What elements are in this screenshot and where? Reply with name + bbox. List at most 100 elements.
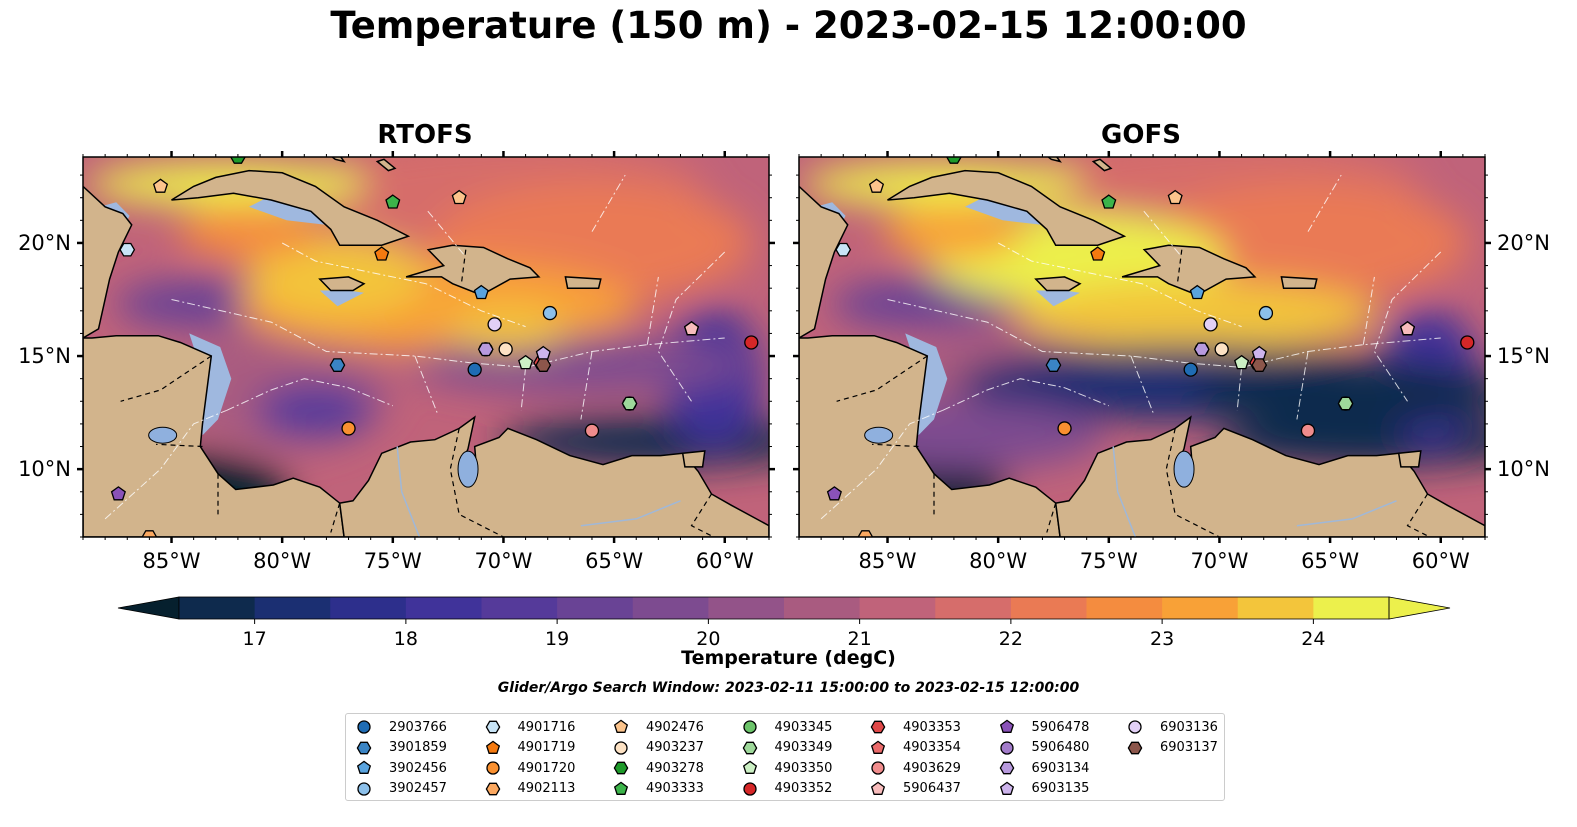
- colorbar-label: Temperature (degC): [681, 647, 896, 669]
- legend-symbol: [1128, 720, 1142, 734]
- map-frame: [82, 156, 770, 538]
- legend-symbol: [357, 781, 371, 796]
- legend-label: 5906478: [1031, 719, 1090, 735]
- lon-tick-label: 75°W: [364, 549, 422, 573]
- legend-entry-4901720: 4901720: [484, 758, 575, 778]
- legend-entry-5906437: 5906437: [869, 779, 961, 799]
- river-magdalena: [1112, 446, 1137, 537]
- eez-boundary-1: [997, 242, 1242, 328]
- legend-entry-2903766: 2903766: [355, 717, 447, 737]
- eez-boundary-1: [281, 242, 526, 328]
- float-marker-5906478: [826, 486, 842, 501]
- float-marker-4902113: [857, 530, 874, 537]
- legend-symbol: [870, 740, 886, 754]
- float-marker-3902457: [1258, 305, 1274, 321]
- float-marker-4903350: [1234, 354, 1250, 370]
- legend-label: 4903345: [774, 719, 833, 735]
- float-marker-6903136: [1203, 317, 1218, 332]
- legend-marker-pentagon-icon: [999, 719, 1014, 733]
- legend-marker-circle-icon: [614, 740, 628, 755]
- float-marker-4902476: [1167, 189, 1183, 205]
- legend-marker-circle-icon: [357, 781, 371, 796]
- legend-entry-4903353: 4903353: [869, 717, 961, 737]
- colorbar-tick-label: 21: [848, 628, 872, 650]
- eez-boundary-7: [1373, 251, 1442, 402]
- map-panels: 85°W 80°W 75°W 70°W 65°W 60°W20°N15°N10°N85°W…: [18, 151, 1550, 573]
- land-hispaniola: [405, 244, 541, 296]
- colorbar-extend-max: [1388, 596, 1451, 620]
- legend-symbol: [613, 761, 629, 775]
- legend-symbol: [485, 782, 500, 795]
- float-marker-4901719: [374, 246, 390, 261]
- legend-marker-hexagon-icon: [356, 741, 372, 754]
- float-marker-4903629: [1300, 423, 1316, 438]
- legend-entry-4903629: 4903629: [869, 758, 961, 778]
- land-hispaniola: [1121, 244, 1257, 296]
- legend-symbol: [356, 741, 372, 754]
- legend-label: 3902456: [389, 760, 447, 776]
- lon-tick-label: 85°W: [143, 549, 201, 573]
- float-marker-2903766: [1183, 362, 1198, 377]
- colorbar-tick-label: 19: [545, 628, 569, 650]
- shallow-shelf: [319, 290, 364, 307]
- eez-boundary-3: [1130, 355, 1154, 413]
- float-marker-3902456: [473, 284, 489, 300]
- colorbar-segment: [481, 597, 558, 619]
- eez-boundary-6: [646, 276, 659, 345]
- legend-entry-4903349: 4903349: [741, 738, 832, 758]
- float-marker-3901859: [1045, 358, 1062, 372]
- eez-boundary-5: [520, 367, 527, 411]
- legend-label: 6903136: [1160, 719, 1218, 735]
- legend-entry-4903345: 4903345: [741, 717, 833, 737]
- legend-symbol: [999, 719, 1014, 733]
- lon-tick-label: 65°W: [585, 549, 643, 573]
- country-border-6: [1176, 249, 1183, 284]
- float-marker-4903278: [230, 157, 246, 164]
- country-border-0: [836, 355, 928, 402]
- legend-marker-hexagon-icon: [999, 761, 1014, 775]
- legend-entry-3902457: 3902457: [355, 779, 447, 799]
- colorbar-segment: [1313, 597, 1390, 619]
- float-marker-6903136: [487, 317, 502, 332]
- float-marker-4903333: [385, 194, 401, 209]
- lat-tick-label: 10°N: [18, 457, 71, 481]
- legend-label: 5906480: [1031, 740, 1090, 755]
- legend-symbol: [614, 740, 628, 755]
- legend-symbol: [742, 781, 757, 796]
- lon-tick-label: 65°W: [1301, 549, 1359, 573]
- legend-symbol: [870, 781, 886, 795]
- land-cuba: [887, 169, 1127, 246]
- colorbar-segment: [405, 597, 482, 619]
- float-marker-4903350: [518, 354, 534, 370]
- colorbar-segment: [708, 597, 785, 619]
- colorbar: 17 18 19 20 21 22 23 24: [117, 596, 1451, 650]
- legend-marker-pentagon-icon: [613, 719, 629, 733]
- float-marker-4903333: [1101, 194, 1117, 209]
- panel-title-gofs: GOFS: [1101, 120, 1181, 150]
- legend-entry-5906480: 5906480: [998, 738, 1090, 758]
- legend-entry-6903136: 6903136: [1126, 717, 1218, 737]
- float-marker-4902476: [152, 178, 169, 193]
- legend-entry-4903333: 4903333: [612, 779, 704, 799]
- legend-symbol: [1127, 741, 1143, 754]
- eez-boundary-3: [414, 355, 438, 413]
- colorbar-segment: [784, 597, 861, 619]
- float-marker-6903137: [535, 358, 552, 372]
- legend-entry-3902456: 3902456: [355, 758, 447, 778]
- legend-label: 5906437: [903, 781, 961, 796]
- legend-symbol: [613, 781, 629, 795]
- legend-label: 4903352: [774, 781, 833, 796]
- land-cuba: [171, 169, 411, 246]
- land-bahamas2: [1091, 158, 1113, 172]
- legend-entry-3901859: 3901859: [355, 738, 447, 758]
- figure-title: Temperature (150 m) - 2023-02-15 12:00:0…: [330, 4, 1247, 47]
- colorbar-frame: [178, 596, 1390, 620]
- lon-tick-label: 70°W: [1190, 549, 1248, 573]
- country-border-4: [449, 428, 504, 537]
- float-marker-4903237: [1214, 342, 1229, 357]
- legend-symbol: [742, 741, 757, 754]
- legend-marker-pentagon-icon: [742, 760, 757, 774]
- legend-marker-circle-icon: [742, 781, 757, 796]
- colorbar-segment: [1237, 597, 1314, 619]
- eez-boundary-10: [1141, 208, 1180, 255]
